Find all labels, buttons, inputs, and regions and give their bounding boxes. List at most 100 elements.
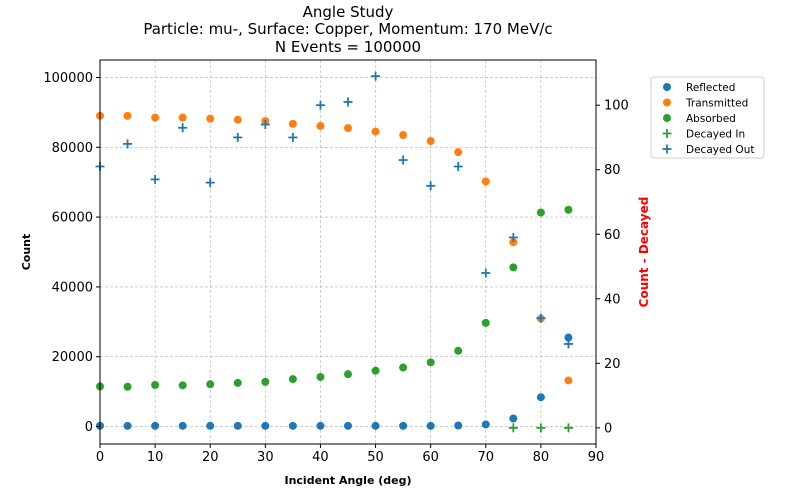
series-transmitted bbox=[96, 111, 573, 385]
data-point-decayed-out bbox=[205, 178, 215, 188]
plot-frame bbox=[99, 59, 597, 445]
data-point-transmitted bbox=[178, 113, 187, 122]
y2-tick-label: 20 bbox=[604, 357, 621, 372]
data-point-reflected bbox=[123, 421, 132, 430]
data-point-transmitted bbox=[288, 119, 297, 128]
data-point-transmitted bbox=[509, 238, 518, 247]
data-point-reflected bbox=[151, 421, 160, 430]
y-tick-label: 60000 bbox=[52, 211, 93, 226]
data-point-decayed-out bbox=[233, 132, 243, 142]
x-tick-label: 60 bbox=[422, 450, 439, 465]
legend-marker-absorbed bbox=[663, 114, 671, 122]
data-point-decayed-out bbox=[426, 181, 436, 191]
legend-label-absorbed: Absorbed bbox=[686, 113, 736, 125]
legend-label-reflected: Reflected bbox=[686, 82, 735, 94]
data-point-decayed-out bbox=[315, 100, 325, 110]
data-point-reflected bbox=[371, 421, 380, 430]
data-point-decayed-out bbox=[508, 232, 518, 242]
data-point-reflected bbox=[564, 333, 573, 342]
y-axis-ticks: 0 20000 40000 60000 80000 100000 bbox=[43, 71, 100, 435]
y2-tick-label: 100 bbox=[604, 99, 629, 114]
data-point-absorbed bbox=[178, 381, 187, 390]
legend-label-decayed-in: Decayed In bbox=[686, 129, 745, 141]
x-tick-label: 10 bbox=[147, 450, 164, 465]
data-point-decayed-out bbox=[288, 132, 298, 142]
y-tick-label: 20000 bbox=[52, 350, 93, 365]
data-point-absorbed bbox=[509, 263, 518, 272]
legend-marker-decayed-in bbox=[662, 129, 672, 138]
data-point-reflected bbox=[481, 420, 490, 429]
series-decayed-out bbox=[95, 71, 573, 349]
data-point-absorbed bbox=[151, 381, 160, 390]
legend: Reflected Transmitted Absorbed Decayed In De… bbox=[650, 76, 765, 159]
chart-title-line-3: N Events = 100000 bbox=[275, 38, 421, 56]
data-point-absorbed bbox=[261, 377, 270, 386]
series-absorbed bbox=[96, 205, 573, 391]
y2-tick-label: 80 bbox=[604, 163, 621, 178]
data-point-transmitted bbox=[399, 131, 408, 140]
x-tick-label: 90 bbox=[588, 450, 605, 465]
series-decayed-in bbox=[508, 423, 573, 433]
legend-label-transmitted: Transmitted bbox=[685, 98, 748, 110]
data-point-absorbed bbox=[288, 375, 297, 384]
chart-title-line-2: Particle: mu-, Surface: Copper, Momentum… bbox=[143, 20, 552, 38]
x-tick-label: 40 bbox=[312, 450, 329, 465]
x-tick-label: 70 bbox=[478, 450, 495, 465]
x-tick-label: 80 bbox=[533, 450, 550, 465]
data-point-decayed-out bbox=[453, 161, 463, 171]
data-point-transmitted bbox=[316, 121, 325, 130]
data-point-reflected bbox=[261, 421, 270, 430]
data-point-absorbed bbox=[344, 370, 352, 379]
y-tick-label: 80000 bbox=[52, 141, 93, 156]
x-tick-label: 0 bbox=[96, 450, 104, 465]
x-axis-ticks: 0 10 20 30 40 50 60 70 80 90 bbox=[96, 444, 604, 465]
legend-entries: Reflected Transmitted Absorbed Decayed In De… bbox=[662, 82, 754, 156]
y2-axis-ticks: 0 20 40 60 80 100 bbox=[596, 99, 629, 436]
x-tick-label: 30 bbox=[257, 450, 274, 465]
data-point-reflected bbox=[454, 421, 463, 430]
data-point-transmitted bbox=[344, 124, 352, 133]
y2-tick-label: 0 bbox=[604, 421, 612, 436]
data-point-decayed-out bbox=[123, 139, 133, 149]
data-point-transmitted bbox=[206, 114, 215, 123]
legend-label-decayed-out: Decayed Out bbox=[686, 144, 754, 156]
y2-tick-label: 60 bbox=[604, 228, 621, 243]
data-point-decayed-in bbox=[563, 423, 573, 433]
data-point-absorbed bbox=[536, 208, 545, 217]
data-point-reflected bbox=[426, 421, 435, 430]
data-point-decayed-out bbox=[150, 174, 160, 184]
data-point-absorbed bbox=[371, 366, 380, 375]
y-axis-label: Count bbox=[20, 234, 33, 271]
data-point-decayed-in bbox=[536, 423, 546, 433]
data-point-decayed-out bbox=[481, 268, 491, 278]
data-point-absorbed bbox=[481, 318, 490, 327]
data-point-transmitted bbox=[123, 111, 132, 120]
data-point-reflected bbox=[344, 421, 352, 430]
legend-marker-decayed-out bbox=[662, 144, 672, 154]
data-point-decayed-out bbox=[178, 123, 188, 133]
data-point-absorbed bbox=[316, 372, 325, 381]
x-tick-label: 50 bbox=[367, 450, 384, 465]
data-point-decayed-out bbox=[343, 97, 353, 107]
data-point-reflected bbox=[288, 421, 297, 430]
data-point-reflected bbox=[509, 414, 518, 423]
y-tick-label: 40000 bbox=[52, 280, 93, 295]
data-point-absorbed bbox=[206, 380, 215, 389]
data-point-decayed-out bbox=[371, 71, 381, 81]
data-point-transmitted bbox=[564, 376, 573, 385]
y2-axis-label: Count - Decayed bbox=[637, 197, 651, 308]
y2-tick-label: 40 bbox=[604, 292, 621, 307]
data-point-transmitted bbox=[481, 177, 490, 186]
data-point-reflected bbox=[316, 421, 325, 430]
data-point-reflected bbox=[399, 421, 408, 430]
x-axis-label: Incident Angle (deg) bbox=[284, 474, 411, 487]
data-point-reflected bbox=[206, 421, 215, 430]
data-point-absorbed bbox=[426, 358, 435, 367]
data-point-absorbed bbox=[399, 363, 408, 372]
data-point-absorbed bbox=[123, 382, 132, 391]
data-point-decayed-out bbox=[398, 155, 408, 165]
x-tick-label: 20 bbox=[202, 450, 219, 465]
y-tick-label: 0 bbox=[85, 420, 93, 435]
data-point-transmitted bbox=[454, 148, 463, 157]
